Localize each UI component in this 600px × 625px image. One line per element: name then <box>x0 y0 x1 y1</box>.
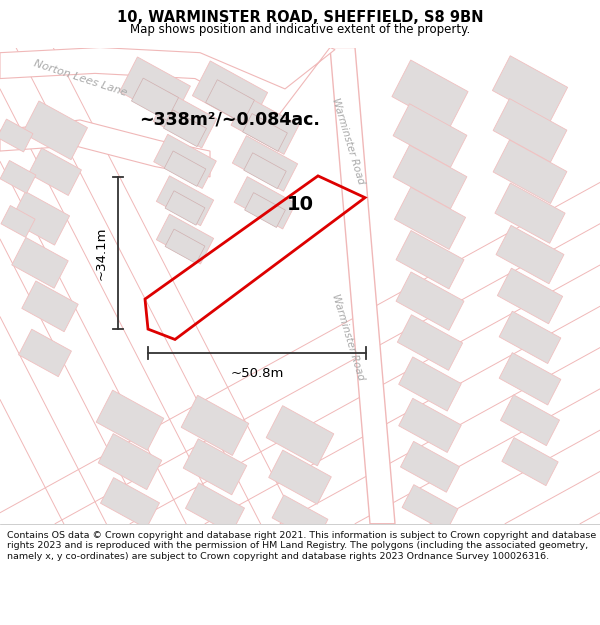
Bar <box>499 311 561 364</box>
Bar <box>393 145 467 209</box>
Bar <box>165 191 205 225</box>
Bar <box>500 395 560 446</box>
Bar <box>98 434 162 489</box>
Bar <box>502 438 558 486</box>
Bar <box>164 151 206 186</box>
Bar <box>400 441 460 493</box>
Text: ~338m²/~0.084ac.: ~338m²/~0.084ac. <box>140 111 320 129</box>
Bar <box>232 136 298 191</box>
Bar <box>396 272 464 331</box>
Bar <box>185 482 245 534</box>
Bar <box>153 92 217 148</box>
Text: Map shows position and indicative extent of the property.: Map shows position and indicative extent… <box>130 22 470 36</box>
Bar <box>245 192 286 228</box>
Bar <box>10 191 70 245</box>
Bar <box>244 152 286 189</box>
Polygon shape <box>0 48 335 120</box>
Text: ~50.8m: ~50.8m <box>230 368 284 381</box>
Text: 10, WARMINSTER ROAD, SHEFFIELD, S8 9BN: 10, WARMINSTER ROAD, SHEFFIELD, S8 9BN <box>117 11 483 26</box>
Bar <box>23 101 88 160</box>
Text: Warminster Road: Warminster Road <box>330 96 366 185</box>
Bar <box>266 406 334 466</box>
Bar <box>398 398 461 452</box>
Bar <box>493 99 567 162</box>
Text: 10: 10 <box>287 196 314 214</box>
Bar <box>402 484 458 532</box>
Bar <box>100 478 160 529</box>
Bar <box>206 80 254 123</box>
Bar <box>493 56 568 122</box>
Bar <box>396 231 464 289</box>
Bar <box>1 206 35 238</box>
Bar <box>181 395 249 456</box>
Bar <box>19 329 71 377</box>
Bar <box>493 140 567 204</box>
Bar <box>157 214 214 264</box>
Bar <box>231 96 299 154</box>
Bar <box>499 352 561 405</box>
Bar <box>164 110 206 147</box>
Bar <box>398 357 461 411</box>
Polygon shape <box>330 48 395 524</box>
Text: ~34.1m: ~34.1m <box>95 226 108 280</box>
Bar <box>393 104 467 168</box>
Polygon shape <box>0 120 210 177</box>
Bar <box>234 177 296 229</box>
Bar <box>242 114 287 151</box>
Bar <box>119 57 190 121</box>
Bar <box>0 161 36 193</box>
Bar <box>269 450 331 504</box>
Text: Warminster Road: Warminster Road <box>330 293 366 382</box>
Bar <box>495 183 565 243</box>
Text: Contains OS data © Crown copyright and database right 2021. This information is : Contains OS data © Crown copyright and d… <box>7 531 596 561</box>
Bar <box>29 148 82 196</box>
Bar <box>397 315 463 371</box>
Bar <box>157 176 214 226</box>
Bar <box>0 119 33 152</box>
Bar <box>154 134 217 189</box>
Bar <box>272 495 328 542</box>
Bar <box>496 226 564 284</box>
Bar <box>131 78 179 121</box>
Bar <box>497 268 563 324</box>
Bar <box>183 439 247 495</box>
Bar <box>165 229 205 264</box>
Text: Norton Lees Lane: Norton Lees Lane <box>32 59 128 98</box>
Bar <box>392 60 468 128</box>
Bar <box>193 61 268 127</box>
Bar <box>96 390 164 450</box>
Bar <box>12 238 68 288</box>
Bar <box>394 188 466 249</box>
Bar <box>22 281 78 332</box>
